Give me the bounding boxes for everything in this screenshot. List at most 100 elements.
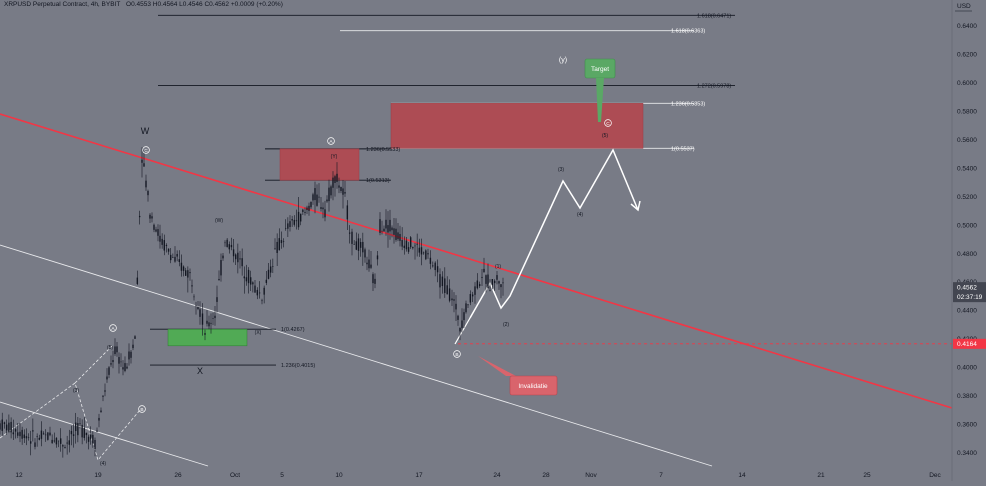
- fib-level-label: 1(0.5313): [366, 178, 390, 184]
- wave-3-right: (3): [558, 167, 564, 173]
- candle-body: [49, 432, 51, 436]
- candle-body: [163, 240, 165, 251]
- candle-body: [1, 419, 3, 431]
- candle-body: [278, 238, 280, 251]
- invalidation-callout-box: [509, 375, 558, 396]
- candle-body: [55, 437, 58, 445]
- candle-body: [130, 351, 132, 358]
- symbol-title[interactable]: XRPUSD Perpetual Contract, 4h, BYBIT: [4, 1, 121, 8]
- candle-body: [83, 427, 85, 438]
- candle-body: [210, 322, 212, 324]
- candle-body: [212, 318, 214, 319]
- candle-body: [45, 434, 47, 436]
- candle-body: [405, 240, 408, 250]
- candle-body: [441, 276, 444, 287]
- candles: [0, 147, 504, 458]
- y-tick-label: 0.3800: [957, 393, 977, 400]
- candle-body: [118, 357, 120, 364]
- candle-body: [308, 205, 310, 211]
- candle-body: [53, 440, 55, 442]
- y-tick-label: 0.5800: [957, 108, 977, 115]
- candle-body: [418, 247, 421, 253]
- candle-body: [243, 276, 245, 279]
- fib-level-label: 1(0.4267): [281, 327, 305, 333]
- candle-body: [502, 282, 504, 284]
- invalidation-price-label: 0.4164: [957, 341, 977, 348]
- candle-body: [282, 241, 285, 242]
- support-zone-box: [167, 328, 248, 347]
- candle-body: [355, 241, 358, 250]
- invalidation-callout-label: Invalidatie: [518, 383, 548, 390]
- candle-body: [195, 305, 197, 307]
- candle-body: [351, 231, 353, 244]
- candle-body: [100, 410, 102, 413]
- candle-body: [474, 286, 476, 295]
- candle-body: [487, 274, 489, 289]
- candle-body: [155, 229, 157, 232]
- candle-body: [416, 243, 418, 245]
- currency-label: USD: [957, 3, 971, 10]
- candle-body: [422, 252, 425, 254]
- candle-body: [36, 436, 38, 437]
- y-tick-label: 0.4000: [957, 365, 977, 372]
- candle-body: [122, 367, 124, 370]
- candle-body: [381, 230, 383, 232]
- candle-body: [23, 434, 25, 439]
- candle-body: [254, 285, 256, 293]
- wave-b-left: B: [140, 407, 143, 413]
- candle-body: [64, 447, 66, 449]
- candle-body: [342, 188, 344, 195]
- candle-body: [68, 440, 70, 445]
- candle-body: [295, 220, 298, 222]
- candle-body: [189, 272, 191, 274]
- wave-a-top-ring: [327, 137, 335, 145]
- x-tick-label: 17: [415, 472, 423, 479]
- candle-body: [57, 440, 60, 442]
- candle-body: [151, 216, 153, 219]
- fib-level-label: 1(0.5537): [671, 146, 695, 152]
- candle-body: [463, 312, 465, 321]
- x-tick-label: 21: [817, 472, 825, 479]
- candle-body: [201, 313, 204, 325]
- wave-5-right: (5): [602, 133, 608, 139]
- candle-body: [81, 424, 83, 438]
- candle-body: [481, 276, 483, 278]
- fib-level-label: 1.236(0.5853): [671, 101, 705, 107]
- y-tick-label: 0.5400: [957, 165, 977, 172]
- candle-body: [312, 194, 314, 201]
- x-tick-label: 19: [94, 472, 102, 479]
- candle-body: [98, 417, 100, 421]
- candle-body: [344, 192, 346, 194]
- candle-body: [263, 287, 265, 295]
- wave-2-label: (2): [503, 322, 509, 328]
- wave-x-label: X: [197, 366, 203, 376]
- candle-body: [218, 278, 220, 281]
- candle-body: [455, 303, 457, 310]
- candle-body: [500, 284, 502, 288]
- candle-body: [30, 441, 32, 444]
- candle-body: [414, 245, 416, 247]
- candle-body: [136, 277, 139, 284]
- price-axis[interactable]: 0.6400 0.6200 0.6000 0.5800 0.5600 0.5400 0.52…: [951, 0, 986, 481]
- x-tick-label: Oct: [230, 472, 240, 479]
- ohlc-readout: O0.4553 H0.4564 L0.4546 C0.4562 +0.0009 …: [126, 1, 283, 8]
- candle-body: [274, 248, 276, 249]
- candle-body: [75, 422, 77, 432]
- symbol-header[interactable]: XRPUSD Perpetual Contract, 4h, BYBIT O0.…: [4, 1, 283, 8]
- drawing-layer[interactable]: [0, 14, 953, 467]
- candle-body: [493, 280, 496, 284]
- wave-1-label: (1): [495, 264, 501, 270]
- candle-body: [374, 278, 376, 284]
- wave-a-top: A: [329, 139, 333, 145]
- candle-body: [232, 249, 235, 257]
- invalidation-pointer: [478, 356, 516, 376]
- candle-body: [304, 211, 306, 213]
- candle-body: [489, 290, 491, 291]
- candle-body: [252, 282, 254, 285]
- wave-c-top-ring: [142, 146, 150, 154]
- candle-body: [412, 246, 414, 249]
- candle-body: [318, 196, 320, 198]
- fib-level-label: 1.272(0.5978): [697, 84, 731, 90]
- fib-level-label: 1.236(0.5533): [366, 147, 400, 153]
